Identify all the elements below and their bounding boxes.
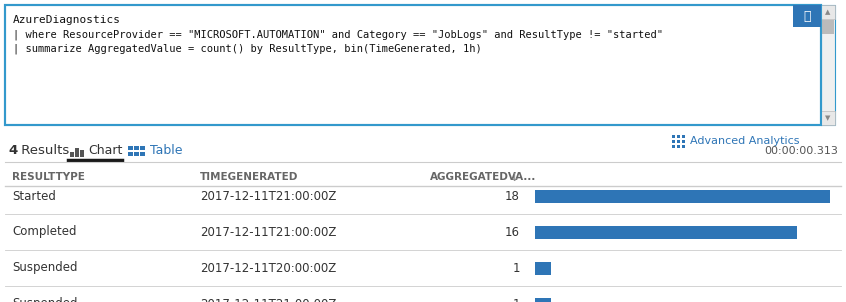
- Bar: [75, 148, 79, 157]
- Bar: [793, 5, 821, 27]
- Bar: [682, 145, 685, 148]
- Bar: [140, 146, 145, 150]
- Text: 2017-12-11T21:00:00Z: 2017-12-11T21:00:00Z: [200, 226, 337, 239]
- Text: 00:00:00.313: 00:00:00.313: [764, 146, 838, 156]
- Text: 1: 1: [513, 262, 520, 275]
- Text: Suspended: Suspended: [12, 262, 78, 275]
- Text: TIMEGENERATED: TIMEGENERATED: [200, 172, 299, 182]
- Bar: [672, 140, 675, 143]
- Bar: [672, 135, 675, 138]
- Bar: [140, 152, 145, 156]
- Bar: [128, 152, 133, 156]
- Bar: [821, 5, 835, 19]
- Text: Chart: Chart: [88, 144, 123, 158]
- Bar: [70, 152, 74, 157]
- Bar: [134, 146, 139, 150]
- Bar: [128, 146, 133, 150]
- Text: Started: Started: [12, 189, 56, 203]
- Text: 2017-12-11T20:00:00Z: 2017-12-11T20:00:00Z: [200, 262, 336, 275]
- Bar: [821, 111, 835, 125]
- Text: AzureDiagnostics: AzureDiagnostics: [13, 15, 121, 25]
- Bar: [672, 145, 675, 148]
- Text: | where ResourceProvider == "MICROSOFT.AUTOMATION" and Category == "JobLogs" and: | where ResourceProvider == "MICROSOFT.A…: [13, 29, 663, 40]
- Text: Results: Results: [17, 144, 69, 158]
- Bar: [677, 140, 680, 143]
- Bar: [80, 150, 84, 157]
- Text: AGGREGATEDVA...: AGGREGATEDVA...: [430, 172, 536, 182]
- Text: 18: 18: [505, 189, 520, 203]
- Text: Suspended: Suspended: [12, 297, 78, 302]
- Text: 2017-12-11T21:00:00Z: 2017-12-11T21:00:00Z: [200, 297, 337, 302]
- Bar: [822, 20, 834, 34]
- Text: 🔍: 🔍: [803, 9, 810, 23]
- Bar: [821, 5, 835, 125]
- Text: Completed: Completed: [12, 226, 76, 239]
- Text: 2017-12-11T21:00:00Z: 2017-12-11T21:00:00Z: [200, 189, 337, 203]
- Bar: [535, 189, 830, 203]
- Bar: [5, 5, 821, 125]
- Text: Advanced Analytics: Advanced Analytics: [690, 136, 799, 146]
- Bar: [535, 297, 552, 302]
- Text: 4: 4: [8, 144, 17, 158]
- Text: ▲: ▲: [826, 9, 831, 15]
- Text: ▼: ▼: [826, 115, 831, 121]
- Bar: [677, 145, 680, 148]
- Bar: [134, 152, 139, 156]
- Bar: [677, 135, 680, 138]
- Bar: [682, 135, 685, 138]
- Bar: [535, 262, 552, 275]
- Text: 1: 1: [513, 297, 520, 302]
- Bar: [535, 226, 797, 239]
- Text: | summarize AggregatedValue = count() by ResultType, bin(TimeGenerated, 1h): | summarize AggregatedValue = count() by…: [13, 43, 481, 53]
- Text: RESULTTYPE: RESULTTYPE: [12, 172, 85, 182]
- Bar: [682, 140, 685, 143]
- Text: 16: 16: [505, 226, 520, 239]
- Text: ↓: ↓: [510, 173, 519, 183]
- Text: Table: Table: [150, 144, 183, 158]
